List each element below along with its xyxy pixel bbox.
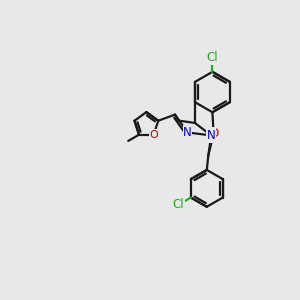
Text: N: N [183, 126, 192, 139]
Text: N: N [207, 129, 216, 142]
Text: O: O [149, 130, 158, 140]
Text: O: O [209, 127, 218, 140]
Text: Cl: Cl [173, 198, 184, 211]
Text: Cl: Cl [207, 51, 218, 64]
